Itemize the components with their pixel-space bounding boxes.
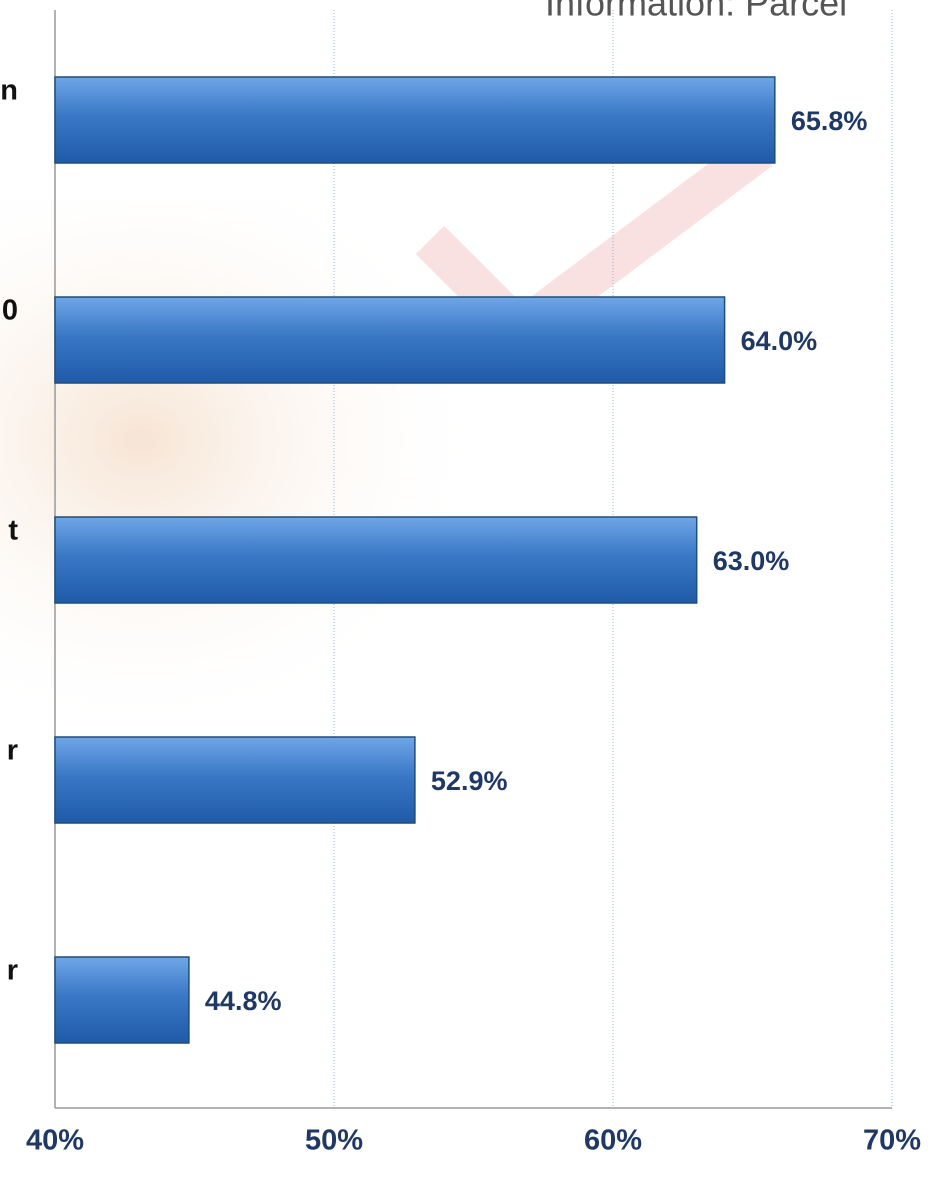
data-label: 63.0% bbox=[713, 546, 790, 576]
y-tick-label: t bbox=[8, 515, 18, 547]
data-label: 52.9% bbox=[431, 766, 508, 796]
bar bbox=[54, 956, 190, 1044]
bar bbox=[54, 516, 698, 604]
y-tick-label: n bbox=[0, 75, 18, 107]
bar bbox=[54, 736, 416, 824]
x-tick-label: 70% bbox=[863, 1125, 921, 1157]
y-tick-label: 0 bbox=[2, 295, 18, 327]
bar bbox=[54, 76, 776, 164]
chart-title: Information: Parcel bbox=[545, 0, 847, 24]
data-label: 64.0% bbox=[741, 326, 818, 356]
x-tick-label: 50% bbox=[305, 1125, 363, 1157]
data-label: 65.8% bbox=[791, 106, 868, 136]
x-tick-label: 40% bbox=[26, 1125, 84, 1157]
y-tick-label: r bbox=[7, 735, 18, 767]
y-tick-label: r bbox=[7, 955, 18, 987]
x-tick-label: 60% bbox=[584, 1125, 642, 1157]
bar bbox=[54, 296, 726, 384]
data-label: 44.8% bbox=[205, 986, 282, 1016]
